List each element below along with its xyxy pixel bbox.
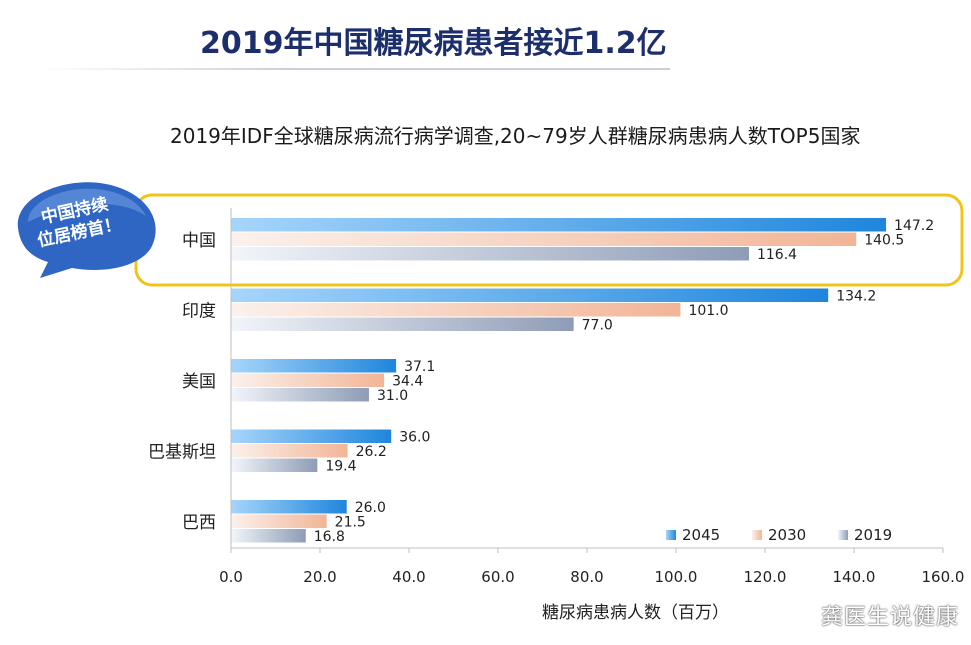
- value-label: 16.8: [314, 529, 345, 545]
- legend-label-2019: 2019: [854, 526, 893, 544]
- value-label: 140.5: [864, 233, 904, 249]
- x-tick-label: 60.0: [481, 568, 514, 586]
- x-tick-label: 80.0: [570, 568, 603, 586]
- bar-2019: [231, 529, 306, 543]
- watermark: 龚医生说健康: [820, 605, 959, 630]
- x-tick-label: 40.0: [392, 568, 425, 586]
- legend-label-2030: 2030: [768, 526, 807, 544]
- legend-item-2019: 2019: [838, 526, 892, 544]
- legend-label-2045: 2045: [682, 526, 721, 544]
- legend-swatch-2019: [838, 530, 848, 540]
- category-label: 巴西: [182, 513, 216, 533]
- legend-swatch-2030: [752, 530, 762, 540]
- badge-bubble: [17, 182, 156, 278]
- chart-subtitle: 2019年IDF全球糖尿病流行病学调查,20~79岁人群糖尿病患病人数TOP5国…: [170, 124, 861, 148]
- x-tick-label: 120.0: [744, 568, 787, 586]
- legend-swatch-2045: [666, 530, 676, 540]
- bar-2030: [231, 373, 385, 387]
- value-label: 34.4: [392, 374, 423, 390]
- value-label: 116.4: [757, 247, 797, 263]
- page-title: 2019年中国糖尿病患者接近1.2亿: [200, 26, 667, 61]
- title-divider: [40, 68, 670, 70]
- value-label: 147.2: [894, 218, 934, 234]
- bar-2030: [231, 514, 327, 528]
- bar-2019: [231, 458, 318, 472]
- legend-item-2030: 2030: [752, 526, 806, 544]
- value-label: 37.1: [404, 359, 435, 375]
- x-tick-label: 160.0: [922, 568, 965, 586]
- bar-2045: [231, 429, 392, 443]
- bar-2030: [231, 444, 348, 458]
- value-label: 26.0: [355, 500, 386, 516]
- value-label: 26.2: [356, 444, 387, 460]
- value-label: 101.0: [688, 303, 728, 319]
- value-label: 21.5: [335, 515, 366, 531]
- bar-2045: [231, 359, 397, 373]
- category-label: 中国: [182, 231, 216, 251]
- value-label: 36.0: [399, 430, 430, 446]
- bar-2030: [231, 303, 681, 317]
- bar-2019: [231, 317, 574, 331]
- bar-2045: [231, 288, 829, 302]
- x-tick-label: 100.0: [655, 568, 698, 586]
- x-tick-label: 140.0: [833, 568, 876, 586]
- category-label: 巴基斯坦: [148, 442, 216, 462]
- bar-2019: [231, 247, 749, 261]
- x-tick-label: 0.0: [219, 568, 243, 586]
- bar-2045: [231, 218, 887, 232]
- category-label: 印度: [182, 301, 216, 321]
- bar-2030: [231, 232, 857, 246]
- bar-2045: [231, 500, 347, 514]
- value-label: 134.2: [836, 289, 876, 305]
- x-tick-label: 20.0: [303, 568, 336, 586]
- category-label: 美国: [182, 372, 216, 392]
- legend-item-2045: 2045: [666, 526, 720, 544]
- value-label: 77.0: [582, 318, 613, 334]
- x-axis-title: 糖尿病患病人数（百万）: [542, 603, 729, 623]
- value-label: 31.0: [377, 388, 408, 404]
- value-label: 19.4: [325, 459, 356, 475]
- bar-2019: [231, 388, 369, 402]
